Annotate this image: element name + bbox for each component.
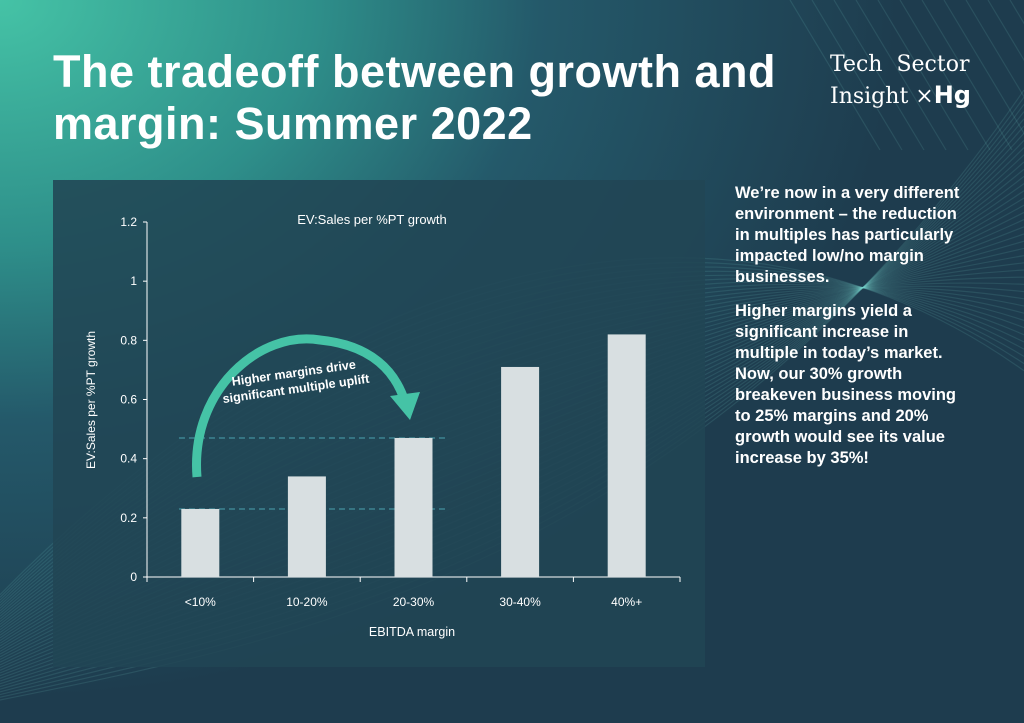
background-line (921, 0, 1013, 151)
y-tick-label: 0.6 (120, 393, 137, 407)
y-tick-label: 0.8 (120, 333, 137, 347)
x-tick-label: <10% (185, 595, 216, 609)
uplift-arrow (192, 334, 410, 478)
logo-line1: Tech Sector (830, 52, 970, 77)
uplift-arrowhead-icon (390, 392, 420, 420)
background-line (833, 0, 925, 151)
logo-brand: Hg (933, 81, 971, 109)
chart-panel (53, 180, 705, 667)
page-title: The tradeoff between growth and margin: … (53, 46, 777, 149)
bar (394, 437, 433, 577)
y-tick-label: 0.4 (120, 452, 137, 466)
side-text: We’re now in a very different environmen… (735, 183, 975, 482)
side-paragraph-2: Higher margins yield a significant incre… (735, 302, 957, 467)
background-line (855, 0, 947, 151)
bar (501, 366, 540, 577)
background-line (811, 0, 903, 151)
background-line (789, 0, 881, 151)
x-tick-label: 20-30% (393, 595, 435, 609)
background-line (877, 0, 969, 151)
chart-title: EV:Sales per %PT growth (297, 212, 447, 227)
x-tick-label: 40%+ (611, 595, 642, 609)
background-line (943, 0, 1024, 135)
logo: Tech Sector Insight ×Hg (830, 50, 971, 112)
bar (181, 508, 220, 577)
side-paragraph-1: We’re now in a very different environmen… (735, 184, 960, 286)
bar (287, 476, 326, 577)
background-line (987, 0, 1024, 62)
y-tick-label: 0.2 (120, 511, 137, 525)
logo-mark-icon: × (915, 84, 934, 109)
background-line (899, 0, 991, 151)
y-axis-label: EV:Sales per %PT growth (84, 331, 98, 469)
background-line (965, 0, 1024, 98)
bar (607, 334, 646, 577)
x-axis-label: EBITDA margin (369, 625, 455, 639)
y-tick-label: 1 (130, 274, 137, 288)
x-tick-label: 30-40% (499, 595, 541, 609)
x-tick-label: 10-20% (286, 595, 328, 609)
logo-line2: Insight (830, 84, 909, 109)
y-tick-label: 0 (130, 570, 137, 584)
y-tick-label: 1.2 (120, 215, 137, 229)
